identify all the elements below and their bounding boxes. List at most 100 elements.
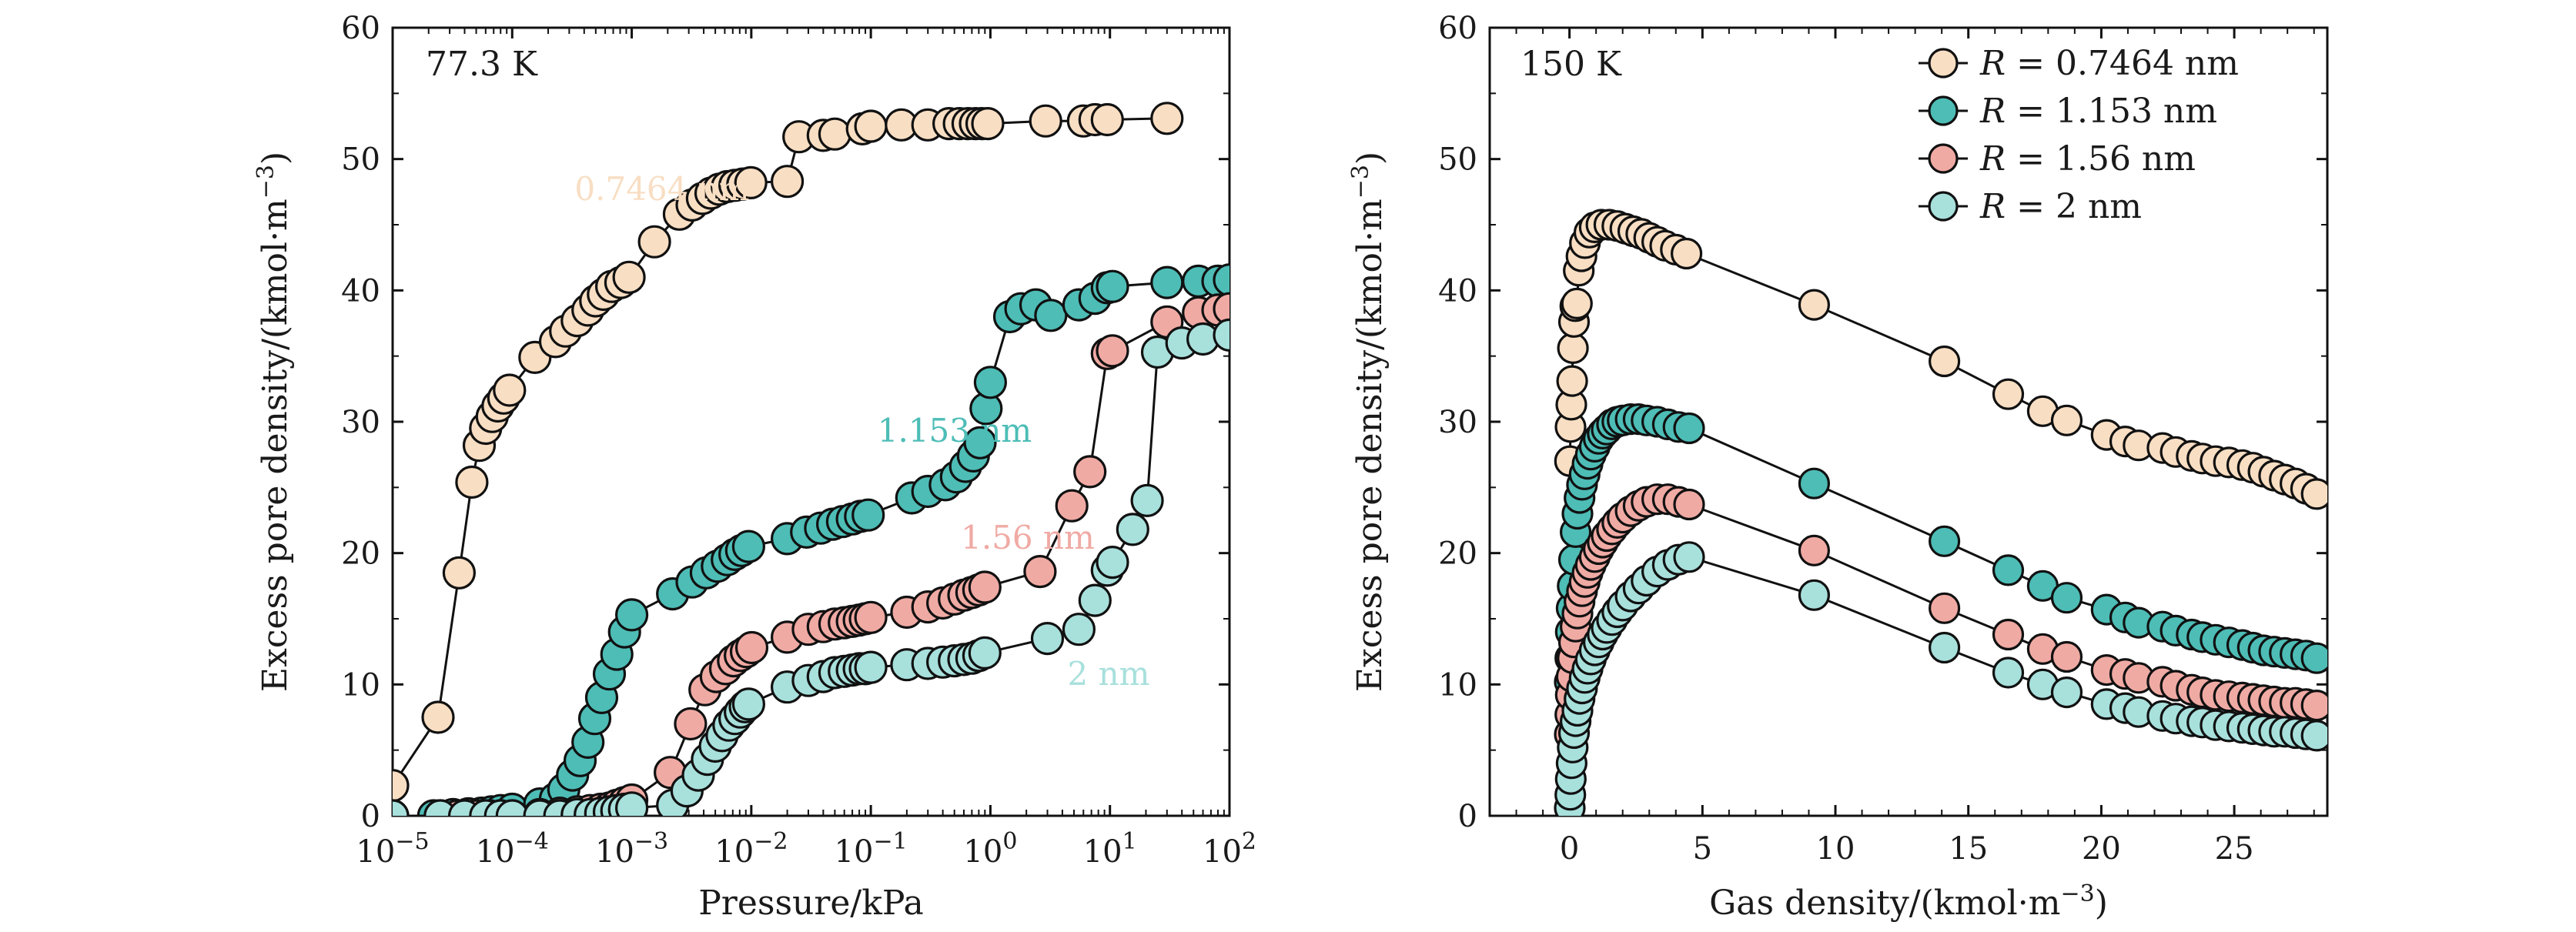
- panel-label: 77.3 K: [426, 45, 538, 84]
- x-tick-exponent: 1: [1122, 828, 1137, 855]
- data-point: [1078, 583, 1112, 617]
- x-tick-base: 10: [476, 834, 515, 870]
- data-point: [1030, 621, 1065, 656]
- data-point: [1062, 613, 1096, 646]
- data-point: [2050, 404, 2083, 436]
- data-point: [1992, 656, 2025, 689]
- series-annotation: 2 nm: [1068, 655, 1150, 693]
- data-point: [2300, 690, 2327, 722]
- data-point: [2050, 676, 2083, 709]
- data-point: [2300, 642, 2327, 674]
- legend-marker: [1928, 143, 1959, 174]
- data-point: [1130, 483, 1164, 518]
- x-tick-label: 10−4: [476, 828, 549, 870]
- data-point: [1992, 554, 2025, 586]
- data-point: [1798, 534, 1830, 566]
- y-tick-label: 40: [1438, 273, 1477, 309]
- data-point: [1929, 345, 1961, 378]
- data-point: [1090, 102, 1124, 137]
- y-tick-label: 0: [361, 799, 380, 834]
- data-point: [1557, 332, 1589, 364]
- x-tick-label: 10−5: [356, 828, 429, 870]
- data-point: [2050, 582, 2083, 614]
- data-point: [1673, 541, 1705, 573]
- y-tick-label: 30: [341, 405, 380, 440]
- data-point: [734, 165, 768, 199]
- data-point: [1992, 378, 2025, 410]
- data-point: [1116, 513, 1149, 546]
- data-point: [493, 373, 527, 407]
- x-tick-exponent: 2: [1242, 828, 1256, 855]
- x-tick-label: 0: [1560, 831, 1579, 867]
- data-point: [423, 799, 457, 816]
- legend-symbol: R: [1979, 139, 2006, 179]
- data-point: [851, 498, 885, 532]
- data-point: [963, 426, 997, 459]
- data-point: [674, 707, 708, 741]
- x-tick-label: 15: [1949, 831, 1988, 867]
- x-tick-exponent: −2: [754, 828, 788, 855]
- data-point: [1798, 289, 1830, 321]
- panel-label: 150 K: [1521, 45, 1622, 84]
- y-tick-label: 20: [1438, 536, 1477, 572]
- data-point: [1073, 455, 1107, 489]
- data-point: [731, 529, 766, 563]
- x-tick-label: 25: [2215, 831, 2254, 867]
- x-tick-base: 10: [963, 834, 1002, 870]
- y-tick-label: 60: [341, 11, 380, 46]
- plot-area: [1554, 209, 2327, 816]
- data-point: [393, 769, 410, 803]
- data-point: [1029, 104, 1062, 138]
- data-point: [1673, 488, 1705, 521]
- x-tick-label: 10−3: [595, 828, 668, 870]
- plot-area: [393, 102, 1229, 816]
- x-tick-base: 10: [595, 834, 634, 870]
- legend-symbol: R: [1979, 187, 2006, 226]
- data-point: [1798, 579, 1830, 611]
- data-point: [1150, 102, 1184, 135]
- data-point: [614, 598, 649, 632]
- data-point: [1929, 592, 1961, 624]
- data-point: [615, 791, 649, 816]
- data-point: [734, 630, 769, 665]
- data-point: [442, 556, 477, 590]
- x-tick-base: 10: [714, 834, 754, 870]
- data-point: [1798, 467, 1830, 499]
- y-tick-label: 20: [341, 536, 380, 572]
- x-tick-exponent: −4: [515, 828, 549, 855]
- legend-value: = 2 nm: [2006, 187, 2142, 226]
- data-point: [2300, 720, 2327, 752]
- data-point: [1556, 365, 1588, 397]
- data-point: [2050, 640, 2083, 673]
- data-point: [731, 687, 766, 721]
- data-point: [1034, 299, 1068, 332]
- y-tick-label: 60: [1438, 11, 1477, 46]
- data-point: [2300, 478, 2327, 510]
- data-point: [1096, 269, 1129, 303]
- x-tick-label: 5: [1693, 831, 1712, 867]
- y-tick-label: 30: [1438, 405, 1477, 440]
- x-tick-label: 101: [1083, 828, 1137, 870]
- data-point: [393, 799, 410, 816]
- y-tick-label: 10: [1438, 667, 1477, 703]
- data-point: [612, 260, 646, 294]
- data-point: [495, 799, 529, 816]
- data-point: [968, 570, 1002, 604]
- data-point: [854, 109, 888, 143]
- x-tick-base: 10: [1203, 834, 1242, 870]
- x-tick-exponent: −1: [873, 828, 907, 855]
- data-point: [1055, 489, 1089, 523]
- legend-marker: [1928, 48, 1959, 79]
- panel-150k: 0 10 20 30 40 50 60 0 5 10 15 20 25 Excess pore densi…: [1347, 11, 2329, 923]
- legend-label: R = 1.56 nm: [1979, 139, 2196, 179]
- data-point: [1213, 318, 1229, 352]
- y-tick-label: 50: [341, 142, 380, 178]
- x-tick-label: 10−1: [835, 828, 908, 870]
- x-tick-base: 10: [1083, 834, 1122, 870]
- legend-label: R = 1.153 nm: [1979, 92, 2217, 131]
- data-point: [1673, 412, 1705, 445]
- x-tick-base: 10: [356, 834, 395, 870]
- legend-label: R = 0.7464 nm: [1979, 44, 2239, 83]
